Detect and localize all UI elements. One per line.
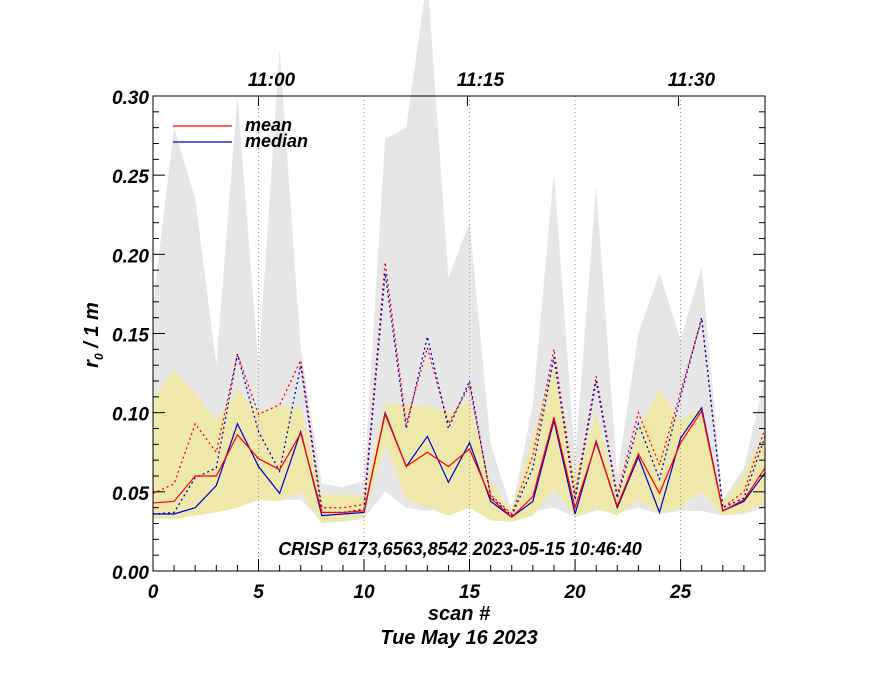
y-axis-label-sub: 0: [92, 353, 106, 360]
y-axis-label: r0 / 1 m: [81, 302, 106, 368]
y-axis-label-rest: / 1 m: [81, 302, 103, 353]
y-tick-label: 0.20: [112, 246, 149, 267]
series-line-mean: [152, 409, 766, 518]
x-tick-label: 10: [353, 582, 375, 603]
x-axis-label: scan #: [428, 603, 491, 625]
series-line-median: [153, 406, 766, 518]
annotation-text: CRISP 6173,6563,8542 2023-05-15 10:46:40: [278, 539, 642, 559]
x-tick-label: 0: [148, 582, 159, 603]
envelope-band: [153, 0, 765, 522]
y-tick-label: 0.25: [112, 167, 149, 188]
y-tick-label: 0.15: [112, 326, 149, 347]
legend-label-mean: mean: [245, 115, 292, 135]
y-axis-label-main: r: [81, 359, 103, 368]
x-tick-label: 5: [253, 582, 264, 603]
time-tick-label: 11:30: [668, 70, 716, 91]
time-tick-label: 11:00: [248, 70, 296, 91]
x-tick-label: 20: [563, 582, 586, 603]
legend-label-median: median: [245, 131, 308, 151]
x-tick-label: 15: [459, 582, 481, 603]
y-tick-label: 0.30: [112, 88, 149, 109]
series-line-mean-upper: [152, 262, 766, 516]
y-tick-label: 0.10: [112, 405, 149, 426]
axis-ticks: [152, 95, 766, 572]
y-tick-label: 0.00: [112, 563, 149, 584]
quartile-band: [153, 365, 765, 524]
y-tick-label: 0.05: [112, 484, 149, 505]
date-label: Tue May 16 2023: [380, 627, 538, 649]
tick-labels: 0 5 10 15 20 25 0.00 0.05 0.10 0.15 0.20 0.25 0.30 11…: [112, 70, 715, 603]
time-tick-label: 11:15: [457, 70, 505, 91]
shaded-bands: [153, 0, 765, 524]
x-tick-label: 25: [669, 582, 692, 603]
series-lines: [152, 262, 766, 518]
